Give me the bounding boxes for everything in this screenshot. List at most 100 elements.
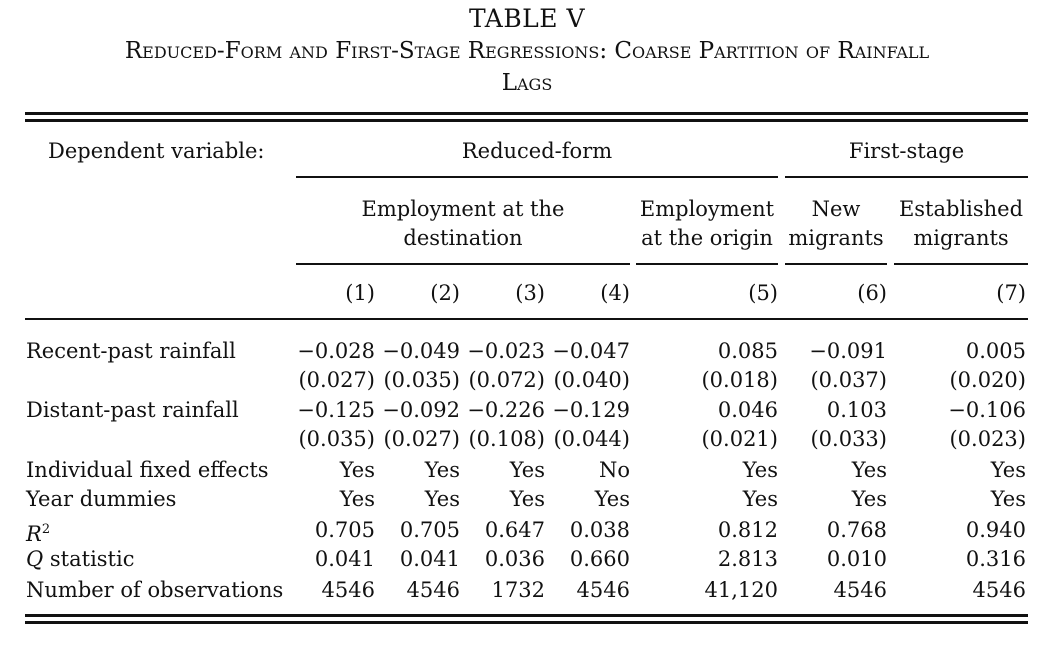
column-number: (7) [996,281,1026,305]
table-cell: No [598,458,630,482]
table-cell: (0.035) [298,427,375,451]
table-cell: −0.125 [297,398,375,422]
bottom-rule-2 [25,621,1028,624]
row-label-rest: statistic [43,547,135,571]
row-label-symbol: R [26,522,42,546]
group-rule-reduced-form [296,176,778,178]
table-cell: 0.647 [484,518,545,542]
table-cell: 0.005 [965,339,1026,363]
table-cell: 0.768 [826,518,887,542]
table-cell: (0.021) [701,427,778,451]
table-cell: (0.072) [468,368,545,392]
row-label: Recent-past rainfall [26,339,236,363]
group-header-first-stage: First-stage [848,139,965,163]
subgroup-rule-established [894,263,1028,265]
table-cell: (0.027) [383,427,460,451]
table-cell: 4546 [576,578,630,602]
row-label: R2 [26,517,50,547]
table-cell: 0.041 [399,547,460,571]
column-number: (3) [515,281,545,305]
table-cell: Yes [851,458,887,482]
table-subtitle-line2: Lags [501,70,553,96]
table-cell: Yes [339,487,375,511]
table-cell: 1732 [491,578,545,602]
table-cell: (0.044) [553,427,630,451]
dependent-variable-label: Dependent variable: [48,139,265,163]
table-cell: −0.047 [552,339,630,363]
table-cell: Yes [509,458,545,482]
table-cell: 2.813 [717,547,778,571]
column-number: (4) [600,281,630,305]
table-cell: −0.092 [382,398,460,422]
table-cell: 0.705 [314,518,375,542]
table-cell: Yes [509,487,545,511]
table-cell: 4546 [833,578,887,602]
table-cell: 0.316 [965,547,1026,571]
row-label-superscript: 2 [41,522,51,537]
table-cell: (0.037) [810,368,887,392]
row-label: Individual fixed effects [26,458,269,482]
top-rule-1 [25,112,1028,115]
table-cell: 0.812 [717,518,778,542]
table-cell: (0.040) [553,368,630,392]
table-cell: 0.038 [569,518,630,542]
table-cell: −0.049 [382,339,460,363]
table-cell: 4546 [972,578,1026,602]
subgroup-rule-origin [636,263,778,265]
table-cell: Yes [424,487,460,511]
table-cell: 4546 [406,578,460,602]
table-cell: −0.028 [297,339,375,363]
table-number: TABLE V [468,4,586,33]
table-cell: Yes [990,458,1026,482]
subgroup-header-new-migrants: New migrants [788,197,884,250]
table-cell: Yes [742,458,778,482]
table-cell: (0.018) [701,368,778,392]
table-cell: 0.041 [314,547,375,571]
group-header-reduced-form: Reduced-form [461,139,613,163]
table-cell: Yes [594,487,630,511]
table-cell: Yes [851,487,887,511]
subgroup-header-established-migrants: Established migrants [898,197,1024,250]
table-subtitle-line1: Reduced-Form and First-Stage Regressions… [124,38,930,64]
table-cell: −0.129 [552,398,630,422]
table-cell: −0.106 [948,398,1026,422]
table-cell: Yes [742,487,778,511]
row-label: Number of observations [26,578,284,602]
row-label-symbol: Q [26,547,44,571]
table-cell: (0.020) [949,368,1026,392]
row-label: Q statistic [26,546,134,572]
table-cell: 0.010 [826,547,887,571]
table-cell: Yes [990,487,1026,511]
group-rule-first-stage [785,176,1028,178]
table-cell: Yes [339,458,375,482]
table-cell: (0.035) [383,368,460,392]
table-cell: (0.023) [949,427,1026,451]
column-number: (5) [748,281,778,305]
table-cell: −0.091 [809,339,887,363]
table-cell: −0.023 [467,339,545,363]
subgroup-header-employment-destination: Employment at the destination [361,197,565,250]
bottom-rule-1 [25,614,1028,617]
column-number: (2) [430,281,460,305]
table-cell: Yes [424,458,460,482]
column-number: (1) [345,281,375,305]
table-cell: 41,120 [704,578,778,602]
table-cell: 0.036 [484,547,545,571]
top-rule-2 [25,119,1028,122]
column-number: (6) [857,281,887,305]
row-label: Distant-past rainfall [26,398,239,422]
table-cell: 4546 [321,578,375,602]
subgroup-header-employment-origin: Employment at the origin [639,197,775,250]
table-cell: (0.033) [810,427,887,451]
row-label: Year dummies [26,487,177,511]
table-cell: 0.660 [569,547,630,571]
subgroup-rule-destination [296,263,630,265]
table-cell: (0.027) [298,368,375,392]
table-cell: 0.046 [717,398,778,422]
subgroup-rule-new [785,263,887,265]
table-cell: 0.103 [826,398,887,422]
header-bottom-rule [25,318,1028,320]
table-cell: (0.108) [468,427,545,451]
table-cell: 0.705 [399,518,460,542]
table-cell: 0.085 [717,339,778,363]
